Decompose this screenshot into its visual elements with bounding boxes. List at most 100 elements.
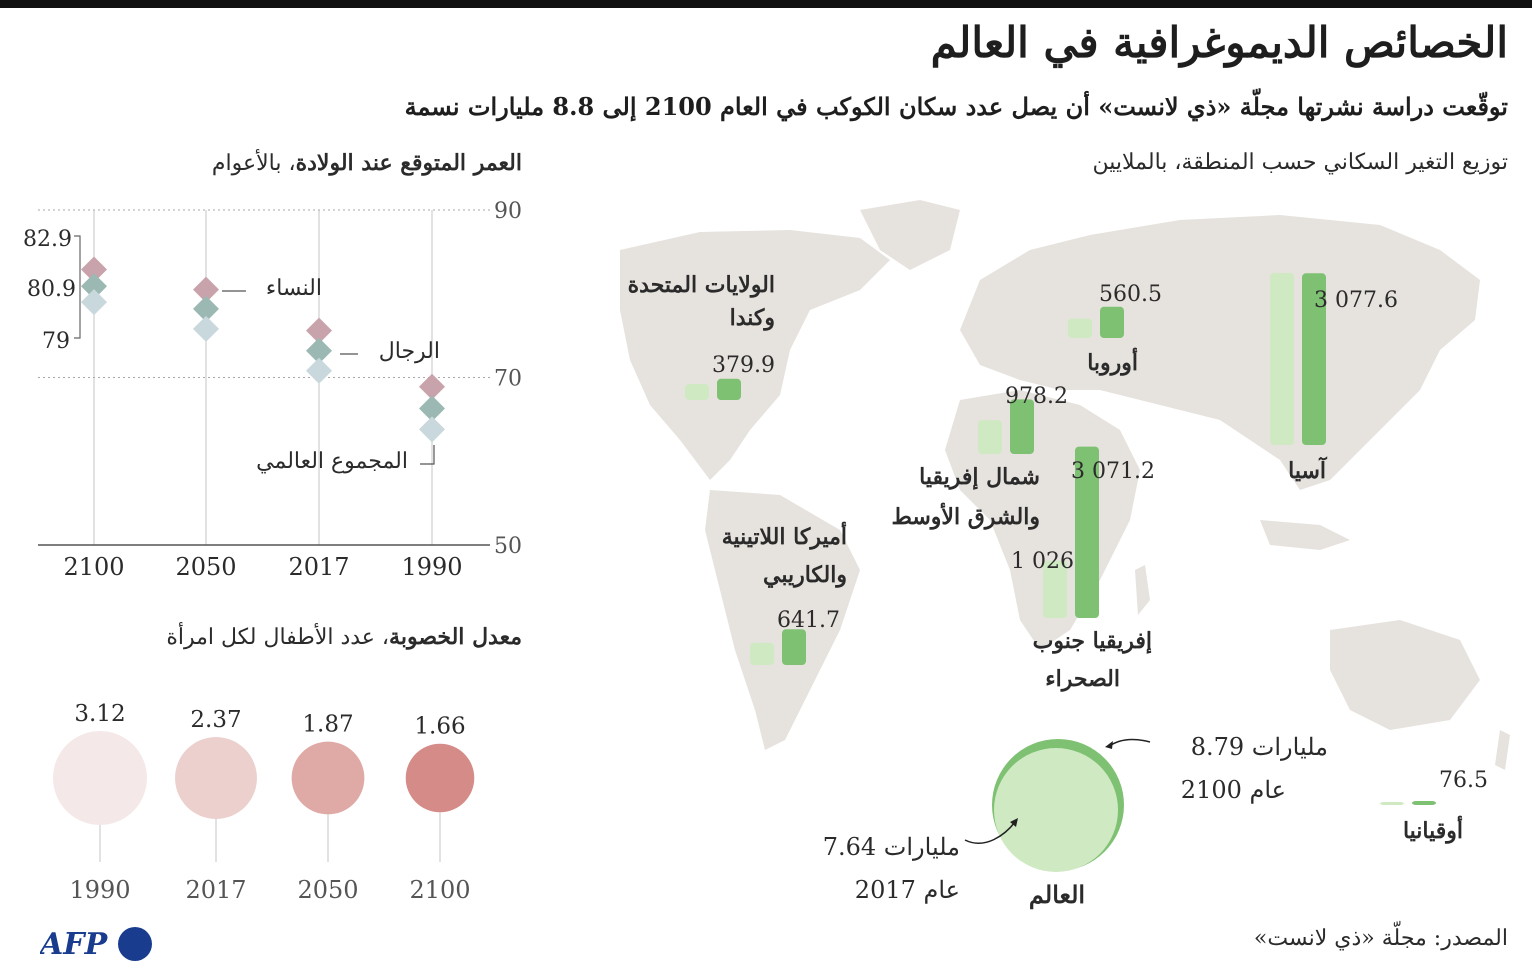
world-2017-pointer-arrowhead: [1010, 818, 1018, 827]
page-title: الخصائص الديموغرافية في العالم: [930, 18, 1508, 67]
life-value-bracket: [74, 235, 81, 339]
region-bar-2100-6: [1412, 801, 1436, 805]
le-xtick-2050: 2050: [175, 553, 236, 581]
le-xtick-1990: 1990: [401, 553, 462, 581]
region-value-europe: 560.5: [1099, 282, 1162, 307]
map-greenland: [860, 200, 960, 270]
world-label: العالم: [1029, 880, 1085, 910]
region-label-usa-canada-2: وكندا: [730, 305, 775, 331]
map-north-america: [620, 230, 890, 480]
region-label-ssa-2: الصحراء: [1045, 666, 1120, 692]
le-point-2-1990: [419, 416, 445, 443]
world-year-2017: عام 2017: [855, 876, 960, 904]
map-new-zealand: [1495, 730, 1510, 770]
world-circle-2017: [994, 748, 1118, 872]
region-bar-2100-2: [1302, 273, 1326, 445]
map-indonesia: [1260, 520, 1350, 550]
region-bar-2017-2: [1270, 273, 1294, 445]
le-point-1-1990: [419, 395, 445, 422]
le-ytick-0: 50: [494, 534, 522, 559]
region-value-mena: 978.2: [1005, 384, 1068, 409]
fert-value-2050: 1.87: [302, 712, 353, 738]
life-expectancy-chart: 50 70 90 2100 2050 2017 1990 82.9 80.9 79 الن…: [23, 199, 522, 581]
fert-value-2017: 2.37: [190, 707, 241, 733]
page-subtitle: توقّعت دراسة نشرتها مجلّة «ذي لانست» أن …: [404, 92, 1508, 121]
world-value-2017: 7.64 مليارات: [823, 833, 960, 861]
life-expectancy-heading-bold: العمر المتوقع عند الولادة: [295, 150, 522, 176]
region-label-oceania: أوقيانيا: [1403, 815, 1463, 844]
region-bar-2100-0: [717, 378, 741, 400]
region-label-mena-2: والشرق الأوسط: [891, 502, 1040, 530]
region-label-mena-1: شمال إفريقيا: [919, 464, 1040, 491]
region-value-ssa-2017: 1 026: [1011, 549, 1074, 574]
le-point-1-2100: [81, 273, 107, 300]
le-point-0-2050: [193, 276, 219, 303]
region-value-asia: 3 077.6: [1314, 288, 1398, 313]
fertility-chart: 3.12 1990 2.37 2017 1.87 2050 1.66 2100: [53, 701, 475, 904]
series-label-total: المجموع العالمي: [256, 449, 408, 474]
region-label-latam-2: والكاريبي: [763, 562, 847, 588]
le-point-2-2050: [193, 315, 219, 342]
le-xtick-2100: 2100: [63, 553, 124, 581]
life-value-women-2100: 82.9: [23, 227, 72, 252]
region-value-latam: 641.7: [777, 608, 840, 633]
fertility-heading-bold: معدل الخصوبة: [389, 624, 522, 650]
le-xtick-2017: 2017: [288, 553, 349, 581]
region-value-usa-canada: 379.9: [712, 353, 775, 378]
fert-year-2050: 2050: [297, 876, 358, 904]
region-label-latam-1: أميركا اللاتينية: [722, 521, 847, 550]
le-point-0-2017: [306, 317, 332, 344]
fert-bubble-1990: [53, 731, 147, 825]
world-2100-pointer: [1107, 738, 1151, 748]
fertility-heading: معدل الخصوبة، عدد الأطفال لكل امرأة: [166, 624, 522, 650]
fert-year-2017: 2017: [185, 876, 246, 904]
fert-bubble-2050: [291, 741, 365, 815]
life-value-total-2100: 80.9: [27, 277, 76, 302]
map-australia: [1330, 620, 1480, 730]
fert-value-2100: 1.66: [414, 714, 465, 740]
region-value-ssa-2100: 3 071.2: [1071, 459, 1155, 484]
afp-logo-text: AFP: [40, 927, 109, 962]
fertility-heading-unit: ، عدد الأطفال لكل امرأة: [166, 625, 390, 650]
label-total-leader: [420, 445, 435, 465]
afp-logo: AFP: [37, 924, 155, 968]
life-value-men-2100: 79: [42, 329, 70, 354]
series-label-women: النساء: [266, 276, 322, 301]
region-label-asia: آسيا: [1288, 456, 1328, 484]
fert-year-2100: 2100: [409, 876, 470, 904]
le-point-0-2100: [81, 256, 107, 283]
map-eurasia: [960, 215, 1480, 490]
life-expectancy-heading: العمر المتوقع عند الولادة، بالأعوام: [212, 150, 522, 176]
fert-bubble-2100: [405, 743, 475, 813]
fert-bubble-2017: [175, 737, 257, 819]
fert-year-1990: 1990: [69, 876, 130, 904]
le-point-1-2017: [306, 337, 332, 364]
le-point-2-2100: [81, 289, 107, 316]
region-bar-2100-3: [1010, 399, 1034, 454]
series-label-men: الرجال: [379, 339, 440, 364]
le-point-2-2017: [306, 357, 332, 384]
world-2017-pointer: [964, 821, 1016, 844]
region-bar-2017-3: [978, 420, 1002, 454]
region-bar-2017-1: [1068, 318, 1092, 338]
life-expectancy-heading-unit: ، بالأعوام: [211, 151, 296, 176]
world-2100-pointer-arrowhead: [1105, 741, 1113, 749]
region-bar-2100-1: [1100, 306, 1124, 338]
source-note: المصدر: مجلّة «ذي لانست»: [1253, 926, 1508, 951]
le-point-0-1990: [419, 373, 445, 400]
life-expectancy-x-labels: 2100 2050 2017 1990: [63, 553, 462, 581]
region-bar-2100-5: [782, 629, 806, 665]
region-bar-2017-6: [1380, 802, 1404, 805]
map-south-america: [705, 490, 860, 750]
fertility-marks: 3.12 1990 2.37 2017 1.87 2050 1.66 2100: [53, 701, 475, 904]
region-label-europe: أوروبا: [1087, 347, 1138, 376]
le-ytick-2: 90: [494, 199, 522, 224]
life-expectancy-grid: 50 70 90: [38, 199, 522, 559]
map-heading: توزيع التغير السكاني حسب المنطقة، بالملا…: [1092, 150, 1508, 175]
map-madagascar: [1135, 565, 1150, 615]
world-year-2100: عام 2100: [1181, 776, 1286, 804]
region-bar-2017-5: [750, 642, 774, 665]
region-bar-2100-4: [1075, 446, 1099, 618]
le-ytick-1: 70: [494, 367, 522, 392]
region-value-oceania: 76.5: [1439, 768, 1488, 793]
